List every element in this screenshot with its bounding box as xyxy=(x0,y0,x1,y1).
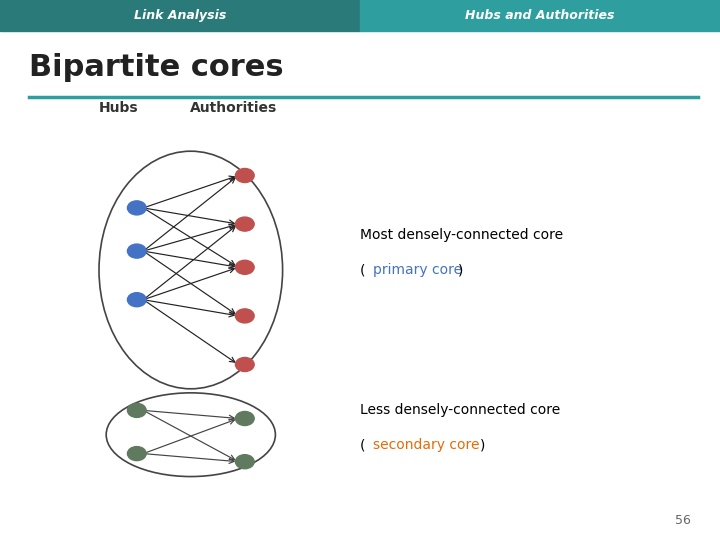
Text: secondary core: secondary core xyxy=(373,438,480,453)
Circle shape xyxy=(235,309,254,323)
Circle shape xyxy=(235,357,254,372)
Bar xyxy=(360,0,720,31)
Circle shape xyxy=(127,201,146,215)
Text: Hubs and Authorities: Hubs and Authorities xyxy=(465,9,615,22)
Circle shape xyxy=(127,244,146,258)
Text: Less densely-connected core: Less densely-connected core xyxy=(360,403,560,417)
Circle shape xyxy=(235,411,254,426)
Circle shape xyxy=(127,293,146,307)
Bar xyxy=(0,0,360,31)
Text: 56: 56 xyxy=(675,514,691,526)
Text: primary core: primary core xyxy=(373,263,462,277)
Circle shape xyxy=(127,447,146,461)
Text: ): ) xyxy=(458,263,463,277)
Circle shape xyxy=(235,168,254,183)
Circle shape xyxy=(235,217,254,231)
Text: Bipartite cores: Bipartite cores xyxy=(29,53,284,82)
Text: Authorities: Authorities xyxy=(190,101,278,115)
Text: Most densely-connected core: Most densely-connected core xyxy=(360,228,563,242)
Circle shape xyxy=(127,403,146,417)
Text: (: ( xyxy=(360,438,366,453)
Text: (: ( xyxy=(360,263,366,277)
Text: Link Analysis: Link Analysis xyxy=(134,9,226,22)
Circle shape xyxy=(235,455,254,469)
Text: ): ) xyxy=(480,438,485,453)
Text: Hubs: Hubs xyxy=(99,101,139,115)
Circle shape xyxy=(235,260,254,274)
